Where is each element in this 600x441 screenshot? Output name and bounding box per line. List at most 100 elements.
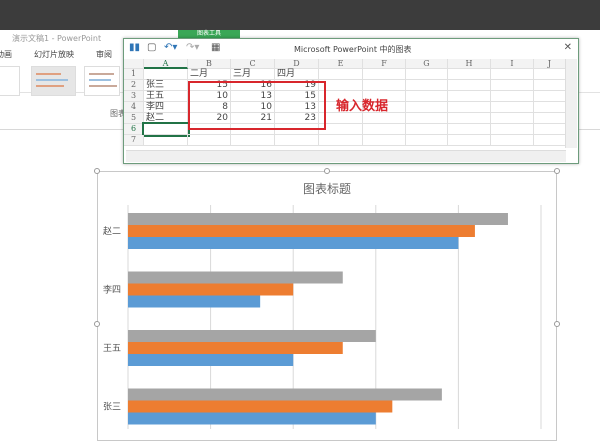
horizontal-scrollbar[interactable] bbox=[126, 150, 566, 162]
cell[interactable] bbox=[406, 80, 448, 91]
save-icon[interactable]: ▢ bbox=[147, 42, 157, 53]
resize-handle[interactable] bbox=[554, 168, 560, 174]
bar-二月-李四[interactable] bbox=[128, 295, 261, 308]
cell[interactable] bbox=[491, 124, 534, 135]
column-header[interactable]: F bbox=[363, 59, 406, 69]
cell[interactable] bbox=[363, 69, 406, 80]
cell[interactable]: 10 bbox=[188, 91, 231, 102]
cell[interactable]: 19 bbox=[275, 80, 319, 91]
cell[interactable] bbox=[448, 135, 491, 146]
cell[interactable]: 二月 bbox=[188, 69, 231, 80]
row-header[interactable]: 3 bbox=[124, 91, 144, 102]
cell[interactable]: 21 bbox=[231, 113, 275, 124]
cell[interactable] bbox=[319, 91, 363, 102]
cell[interactable] bbox=[363, 80, 406, 91]
bar-三月-赵二[interactable] bbox=[128, 225, 475, 237]
cell[interactable] bbox=[319, 124, 363, 135]
bar-二月-张三[interactable] bbox=[128, 412, 376, 425]
cell[interactable] bbox=[406, 113, 448, 124]
row-header[interactable]: 2 bbox=[124, 80, 144, 91]
column-header[interactable]: B bbox=[188, 59, 231, 69]
cell[interactable]: 10 bbox=[231, 102, 275, 113]
cell[interactable] bbox=[491, 102, 534, 113]
cell[interactable] bbox=[491, 135, 534, 146]
cell[interactable] bbox=[142, 122, 190, 137]
cell[interactable]: 张三 bbox=[144, 80, 188, 91]
cell[interactable]: 李四 bbox=[144, 102, 188, 113]
cell[interactable] bbox=[406, 124, 448, 135]
bar-四月-赵二[interactable] bbox=[128, 213, 508, 225]
edit-data-icon[interactable]: ▦ bbox=[211, 42, 221, 53]
chart-style-thumb[interactable] bbox=[0, 66, 20, 96]
undo-icon[interactable]: ↶▾ bbox=[164, 42, 178, 53]
cell[interactable] bbox=[319, 69, 363, 80]
row-header[interactable]: 6 bbox=[124, 124, 144, 135]
bar-三月-张三[interactable] bbox=[128, 400, 393, 413]
cell[interactable] bbox=[275, 135, 319, 146]
column-header[interactable]: D bbox=[275, 59, 319, 69]
cell[interactable] bbox=[144, 69, 188, 80]
close-icon[interactable]: ✕ bbox=[563, 42, 572, 53]
cell[interactable] bbox=[448, 91, 491, 102]
select-all-corner[interactable] bbox=[124, 59, 144, 69]
column-header[interactable]: G bbox=[406, 59, 448, 69]
chart-title[interactable]: 图表标题 bbox=[302, 182, 351, 196]
tab-slideshow[interactable]: 幻灯片放映 bbox=[34, 50, 74, 59]
cell[interactable] bbox=[144, 135, 188, 146]
cell[interactable] bbox=[363, 91, 406, 102]
chart-style-thumb[interactable] bbox=[84, 66, 120, 96]
cell[interactable] bbox=[448, 69, 491, 80]
cell[interactable] bbox=[319, 135, 363, 146]
cell[interactable] bbox=[363, 102, 406, 113]
bar-四月-李四[interactable] bbox=[128, 271, 343, 284]
cell[interactable] bbox=[188, 135, 231, 146]
column-header[interactable]: I bbox=[491, 59, 534, 69]
resize-handle[interactable] bbox=[554, 321, 560, 327]
cell[interactable]: 8 bbox=[188, 102, 231, 113]
cell[interactable]: 13 bbox=[275, 102, 319, 113]
cell[interactable]: 王五 bbox=[144, 91, 188, 102]
cell[interactable]: 15 bbox=[188, 80, 231, 91]
tab-animations[interactable]: 动画 bbox=[0, 50, 12, 59]
cell[interactable] bbox=[448, 124, 491, 135]
column-header[interactable]: E bbox=[319, 59, 363, 69]
cell[interactable] bbox=[448, 80, 491, 91]
cell[interactable] bbox=[491, 91, 534, 102]
bar-三月-王五[interactable] bbox=[128, 342, 343, 354]
cell[interactable]: 20 bbox=[188, 113, 231, 124]
bar-二月-王五[interactable] bbox=[128, 354, 294, 366]
cell[interactable] bbox=[406, 135, 448, 146]
bar-三月-李四[interactable] bbox=[128, 283, 294, 296]
bar-二月-赵二[interactable] bbox=[128, 237, 459, 249]
cell[interactable]: 四月 bbox=[275, 69, 319, 80]
cell[interactable] bbox=[448, 102, 491, 113]
cell[interactable] bbox=[363, 113, 406, 124]
cell[interactable] bbox=[319, 113, 363, 124]
cell[interactable] bbox=[491, 113, 534, 124]
row-header[interactable]: 7 bbox=[124, 135, 144, 146]
bar-四月-张三[interactable] bbox=[128, 388, 442, 401]
cell[interactable]: 23 bbox=[275, 113, 319, 124]
cell[interactable] bbox=[319, 102, 363, 113]
cell[interactable] bbox=[448, 113, 491, 124]
chart-style-thumb-selected[interactable] bbox=[31, 66, 76, 96]
row-header[interactable]: 5 bbox=[124, 113, 144, 124]
column-header[interactable]: A bbox=[144, 59, 188, 69]
row-header[interactable]: 1 bbox=[124, 69, 144, 80]
resize-handle[interactable] bbox=[94, 168, 100, 174]
cell[interactable]: 13 bbox=[231, 91, 275, 102]
cell[interactable]: 16 bbox=[231, 80, 275, 91]
resize-handle[interactable] bbox=[324, 168, 330, 174]
cell[interactable] bbox=[406, 91, 448, 102]
bar-四月-王五[interactable] bbox=[128, 330, 376, 342]
cell[interactable] bbox=[406, 102, 448, 113]
column-header[interactable]: C bbox=[231, 59, 275, 69]
tab-review[interactable]: 审阅 bbox=[96, 50, 112, 59]
cell[interactable] bbox=[406, 69, 448, 80]
cell[interactable] bbox=[231, 135, 275, 146]
cell[interactable] bbox=[491, 69, 534, 80]
resize-handle[interactable] bbox=[94, 321, 100, 327]
cell[interactable]: 15 bbox=[275, 91, 319, 102]
cell[interactable]: 三月 bbox=[231, 69, 275, 80]
context-tab-chart-tools[interactable]: 图表工具 bbox=[178, 30, 240, 38]
